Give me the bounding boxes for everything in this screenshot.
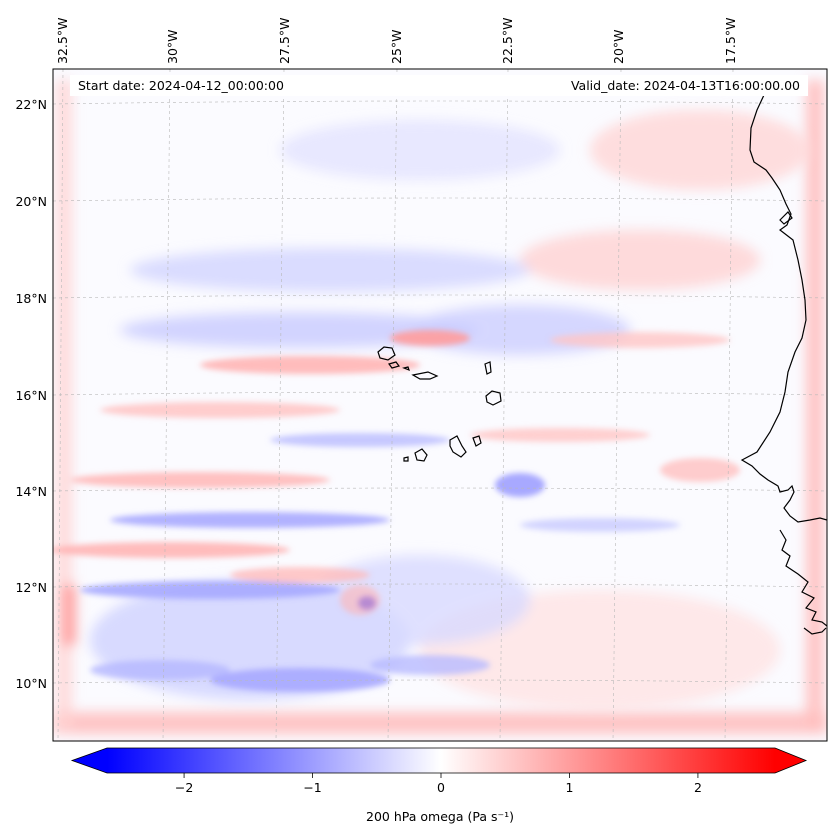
- longitude-labels: 32.5°W 30°W 27.5°W 25°W 22.5°W 20°W 17.5…: [55, 18, 738, 64]
- colorbar-extend-min: [72, 748, 107, 773]
- map-frame: [52, 68, 828, 742]
- island-sao-vicente: [387, 361, 401, 369]
- lat-label-20n: 20°N: [15, 194, 47, 209]
- lon-label-22-5w: 22.5°W: [500, 18, 515, 64]
- lon-label-27-5w: 27.5°W: [277, 18, 292, 64]
- colorbar-tick-label: 0: [437, 780, 445, 795]
- colorbar-outline: [70, 747, 808, 774]
- lat-label-18n: 18°N: [15, 291, 47, 306]
- colorbar-tick-label: −1: [303, 780, 321, 795]
- colorbar-tick-label: −2: [175, 780, 193, 795]
- date-header-background: [70, 75, 808, 96]
- colorbar-ticks: −2 −1 0 1 2: [175, 773, 702, 795]
- colorbar-label: 200 hPa omega (Pa s⁻¹): [366, 809, 514, 824]
- lon-label-20w: 20°W: [611, 29, 626, 64]
- colorbar-extend-max: [775, 748, 806, 773]
- colorbar: −2 −1 0 1 2 200 hPa omega (Pa s⁻¹): [70, 747, 808, 824]
- omega-field: [53, 80, 827, 734]
- island-santiago: [449, 435, 467, 458]
- island-santo-antao: [377, 346, 396, 361]
- lon-label-30w: 30°W: [165, 29, 180, 64]
- colorbar-tick-label: 1: [565, 780, 573, 795]
- boundary-zone: [53, 80, 827, 734]
- valid-date-label: Valid_date: 2024-04-13T16:00:00.00: [571, 78, 800, 93]
- lat-label-16n: 16°N: [15, 388, 47, 403]
- island-sal: [484, 361, 492, 375]
- lon-label-25w: 25°W: [389, 29, 404, 64]
- west-african-coastline: [740, 94, 827, 635]
- island-sao-nicolau: [411, 371, 439, 380]
- island-maio: [472, 435, 482, 447]
- start-date-label: Start date: 2024-04-12_00:00:00: [78, 78, 284, 93]
- island-brava: [403, 456, 409, 462]
- island-fogo: [414, 448, 428, 462]
- map-panel: Start date: 2024-04-12_00:00:00 Valid_da…: [52, 68, 828, 742]
- lat-label-10n: 10°N: [15, 676, 47, 691]
- lon-label-17-5w: 17.5°W: [723, 18, 738, 64]
- cape-verde-islands: [377, 346, 502, 462]
- lat-label-14n: 14°N: [15, 484, 47, 499]
- island-santa-luzia: [402, 366, 410, 372]
- island-boa-vista: [485, 390, 502, 406]
- colorbar-tick-label: 2: [694, 780, 702, 795]
- lon-label-32-5w: 32.5°W: [55, 18, 70, 64]
- gridlines: [53, 69, 827, 741]
- colorbar-gradient: [107, 748, 775, 773]
- lat-label-22n: 22°N: [15, 97, 47, 112]
- latitude-labels: 22°N 20°N 18°N 16°N 14°N 12°N 10°N: [15, 97, 47, 691]
- lat-label-12n: 12°N: [15, 580, 47, 595]
